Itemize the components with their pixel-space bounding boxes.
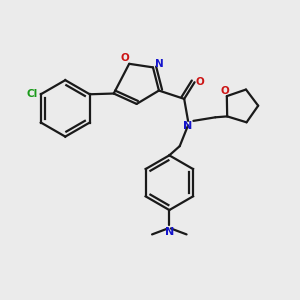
Text: Cl: Cl (27, 89, 38, 99)
Text: O: O (196, 76, 204, 87)
Text: N: N (155, 59, 164, 69)
Text: N: N (183, 122, 193, 131)
Text: O: O (120, 53, 129, 64)
Text: O: O (221, 86, 230, 96)
Text: N: N (165, 227, 174, 237)
